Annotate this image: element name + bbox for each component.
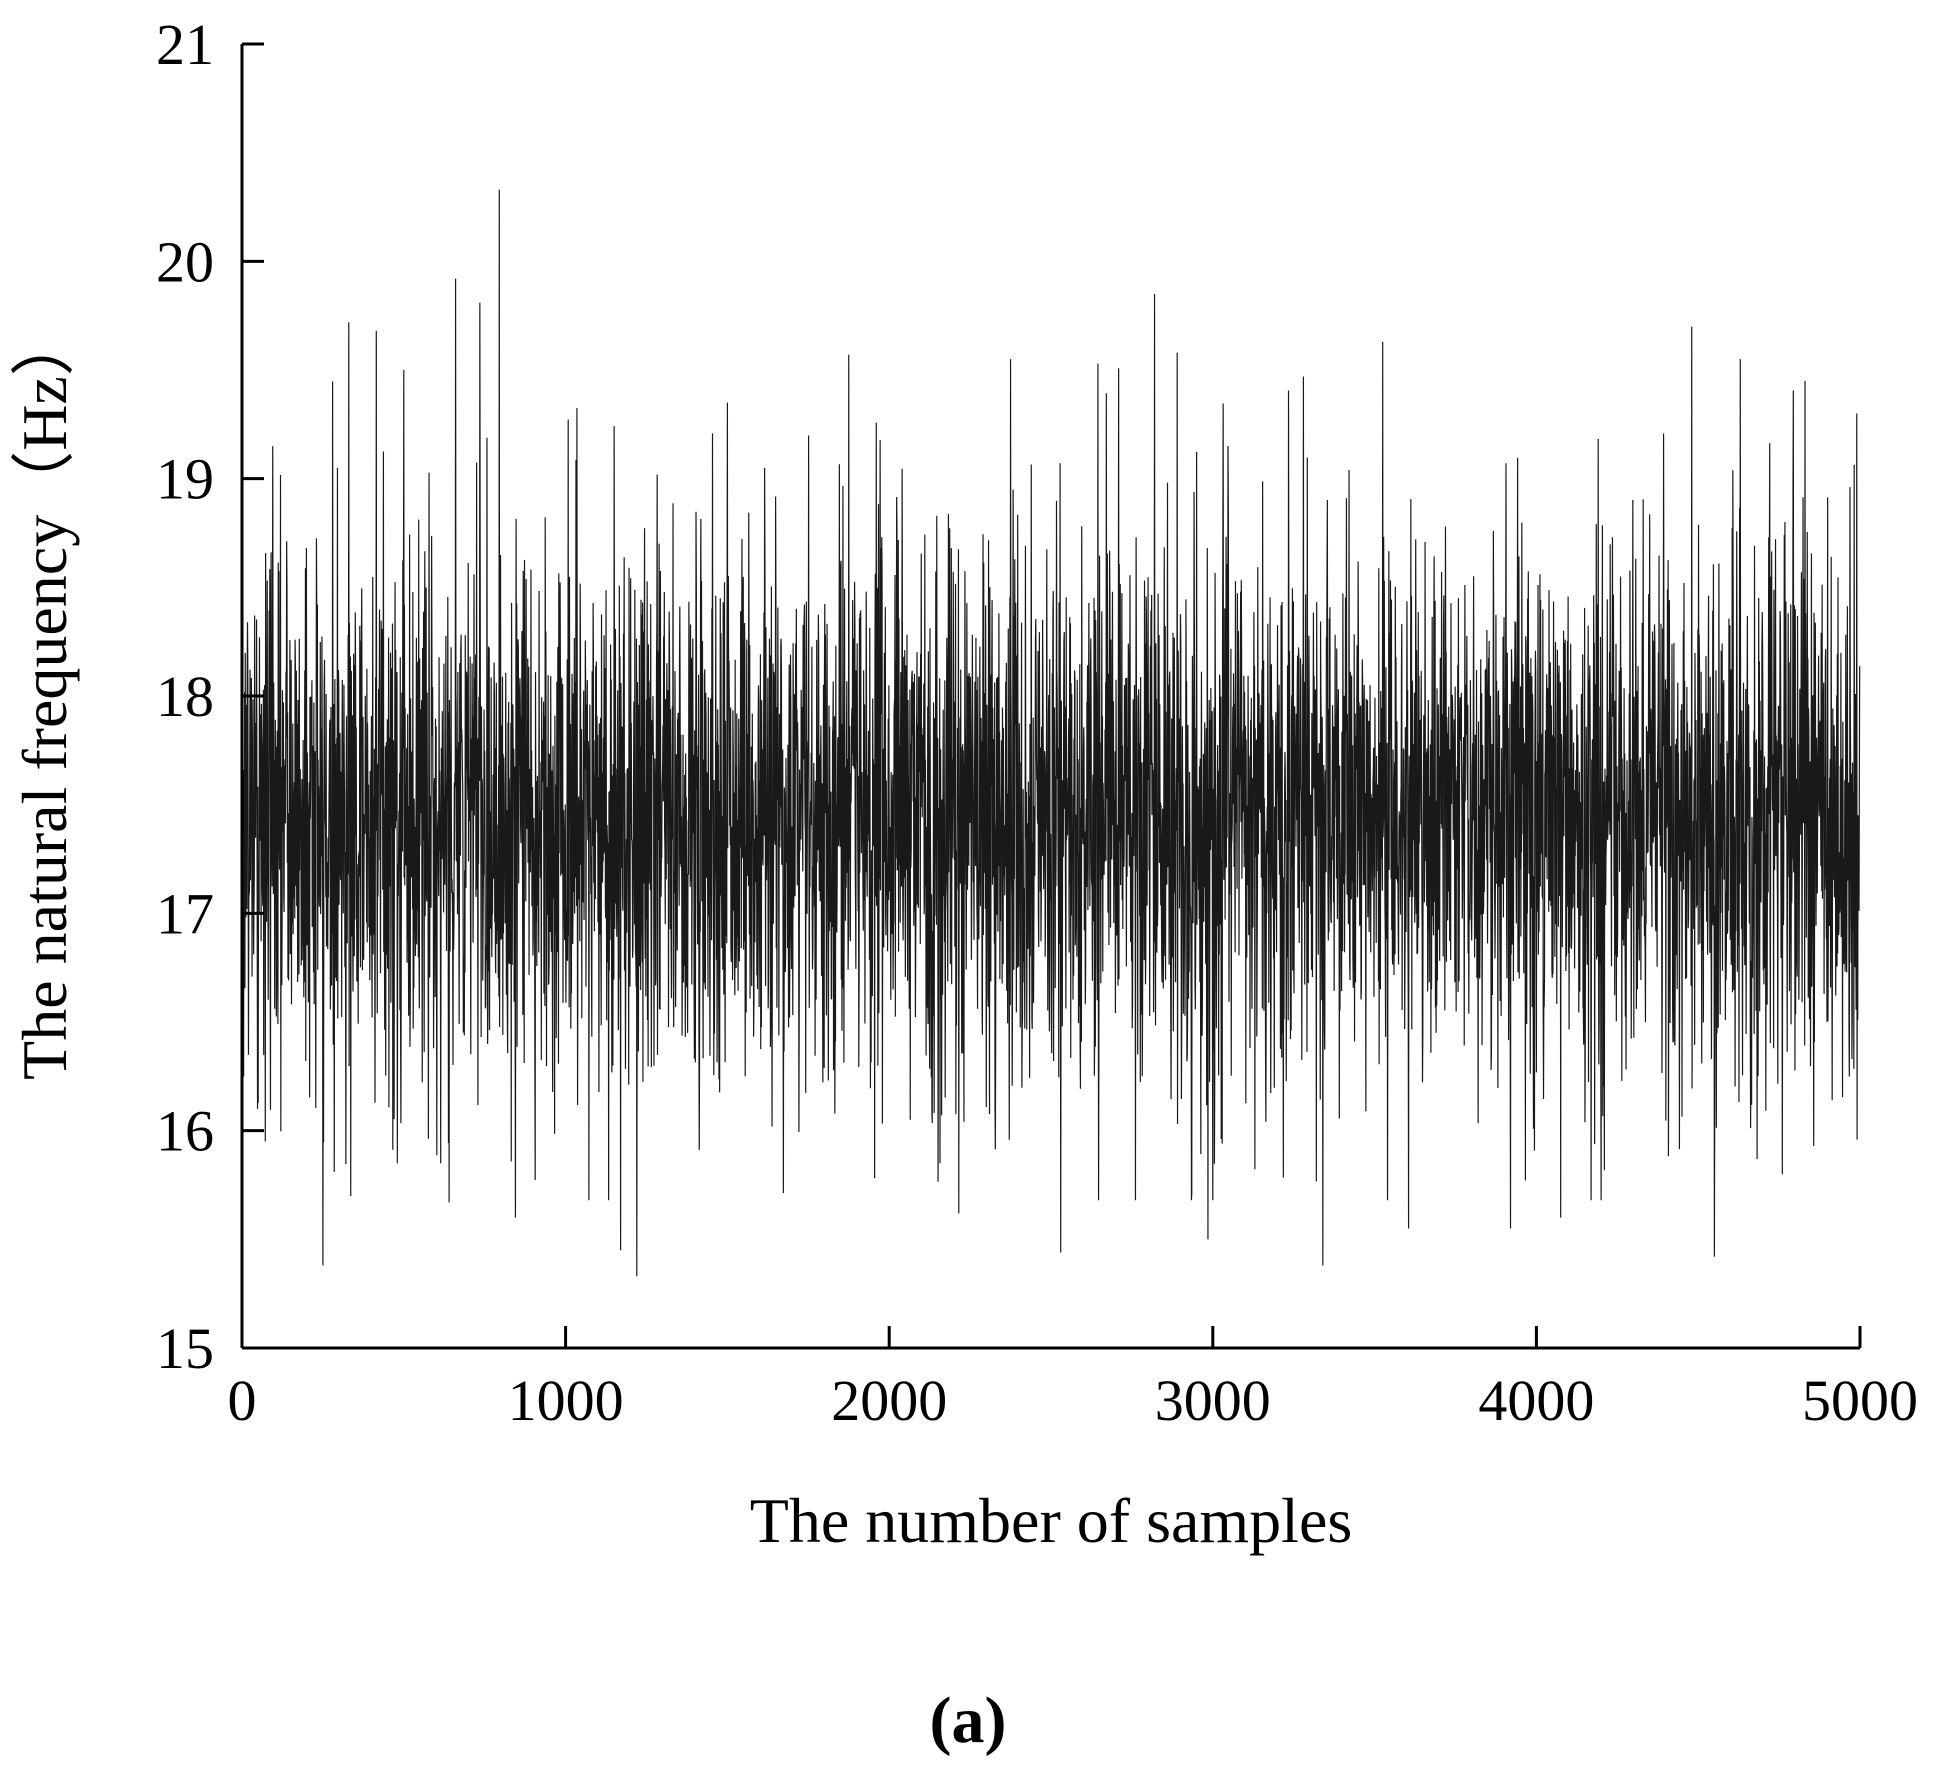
y-tick-label: 15 — [156, 1316, 214, 1381]
y-tick-label: 21 — [156, 12, 214, 77]
y-axis-title: The natural frequency（Hz） — [9, 312, 80, 1080]
series-line — [241, 189, 1861, 1277]
y-tick-label: 18 — [156, 664, 214, 729]
y-tick-label: 16 — [156, 1099, 214, 1164]
x-tick-label: 3000 — [1155, 1368, 1271, 1433]
x-tick-label: 5000 — [1802, 1368, 1918, 1433]
x-ticks: 0 1000 2000 3000 4000 5000 — [228, 1326, 1918, 1433]
panel-label: (a) — [930, 1684, 1007, 1757]
x-axis-title: The number of samples — [750, 1485, 1353, 1556]
y-ticks: 15 16 17 18 19 20 21 — [156, 12, 264, 1381]
x-tick-label: 4000 — [1478, 1368, 1594, 1433]
series-line-group — [241, 189, 1861, 1277]
x-tick-label: 0 — [228, 1368, 257, 1433]
y-tick-label: 17 — [156, 881, 214, 946]
x-tick-label: 1000 — [508, 1368, 624, 1433]
y-tick-label: 20 — [156, 229, 214, 294]
x-tick-label: 2000 — [831, 1368, 947, 1433]
y-tick-label: 19 — [156, 447, 214, 512]
